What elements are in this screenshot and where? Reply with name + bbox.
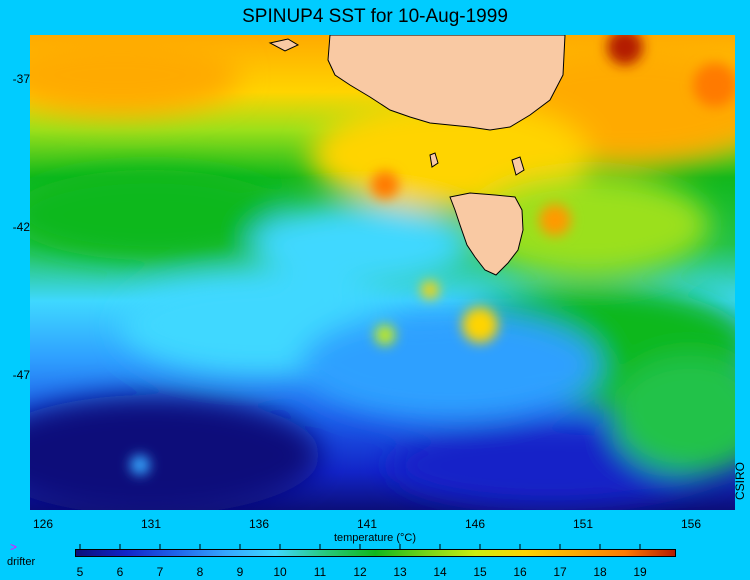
drifter-marker-icon: >	[10, 540, 18, 554]
colorbar-ticks	[79, 544, 641, 549]
colorbar-tick-label: 12	[353, 565, 367, 579]
colorbar-tick-label: 16	[513, 565, 527, 579]
colorbar-tick-label: 8	[196, 565, 204, 579]
lat-tick-label: -37	[12, 72, 30, 86]
colorbar-tick-label: 7	[156, 565, 164, 579]
island-east	[511, 156, 525, 176]
colorbar-tick-label: 14	[433, 565, 447, 579]
colorbar-tick-label: 18	[593, 565, 607, 579]
lat-tick-label: -47	[12, 368, 30, 382]
lat-tick-label: -42	[12, 220, 30, 234]
drifter-legend-label: drifter	[7, 556, 36, 568]
mainland-coastline	[327, 35, 566, 131]
lon-tick-label: 136	[248, 517, 270, 531]
island-west	[268, 38, 300, 52]
colorbar-title: temperature (°C)	[333, 532, 417, 544]
lon-tick-label: 146	[464, 517, 486, 531]
colorbar-tick-label: 17	[553, 565, 567, 579]
island-north	[429, 152, 439, 168]
colorbar-tick-label: 5	[76, 565, 84, 579]
lon-tick-label: 126	[32, 517, 54, 531]
lon-tick-label: 131	[140, 517, 162, 531]
colorbar	[75, 549, 676, 557]
lon-tick-label: 141	[356, 517, 378, 531]
sst-field	[30, 35, 735, 510]
lon-tick-label: 156	[680, 517, 702, 531]
credit-label: CSIRO	[733, 461, 747, 500]
tasmania-coastline	[449, 192, 524, 276]
lon-tick-label: 151	[572, 517, 594, 531]
colorbar-tick-label: 13	[393, 565, 407, 579]
colorbar-tick-label: 10	[273, 565, 287, 579]
sst-map[interactable]	[30, 35, 735, 510]
map-title: SPINUP4 SST for 10-Aug-1999	[242, 6, 508, 27]
colorbar-tick-label: 11	[313, 565, 327, 579]
colorbar-tick-label: 9	[236, 565, 244, 579]
colorbar-tick-label: 6	[116, 565, 124, 579]
colorbar-tick-label: 15	[473, 565, 487, 579]
colorbar-tick-label: 19	[633, 565, 647, 579]
